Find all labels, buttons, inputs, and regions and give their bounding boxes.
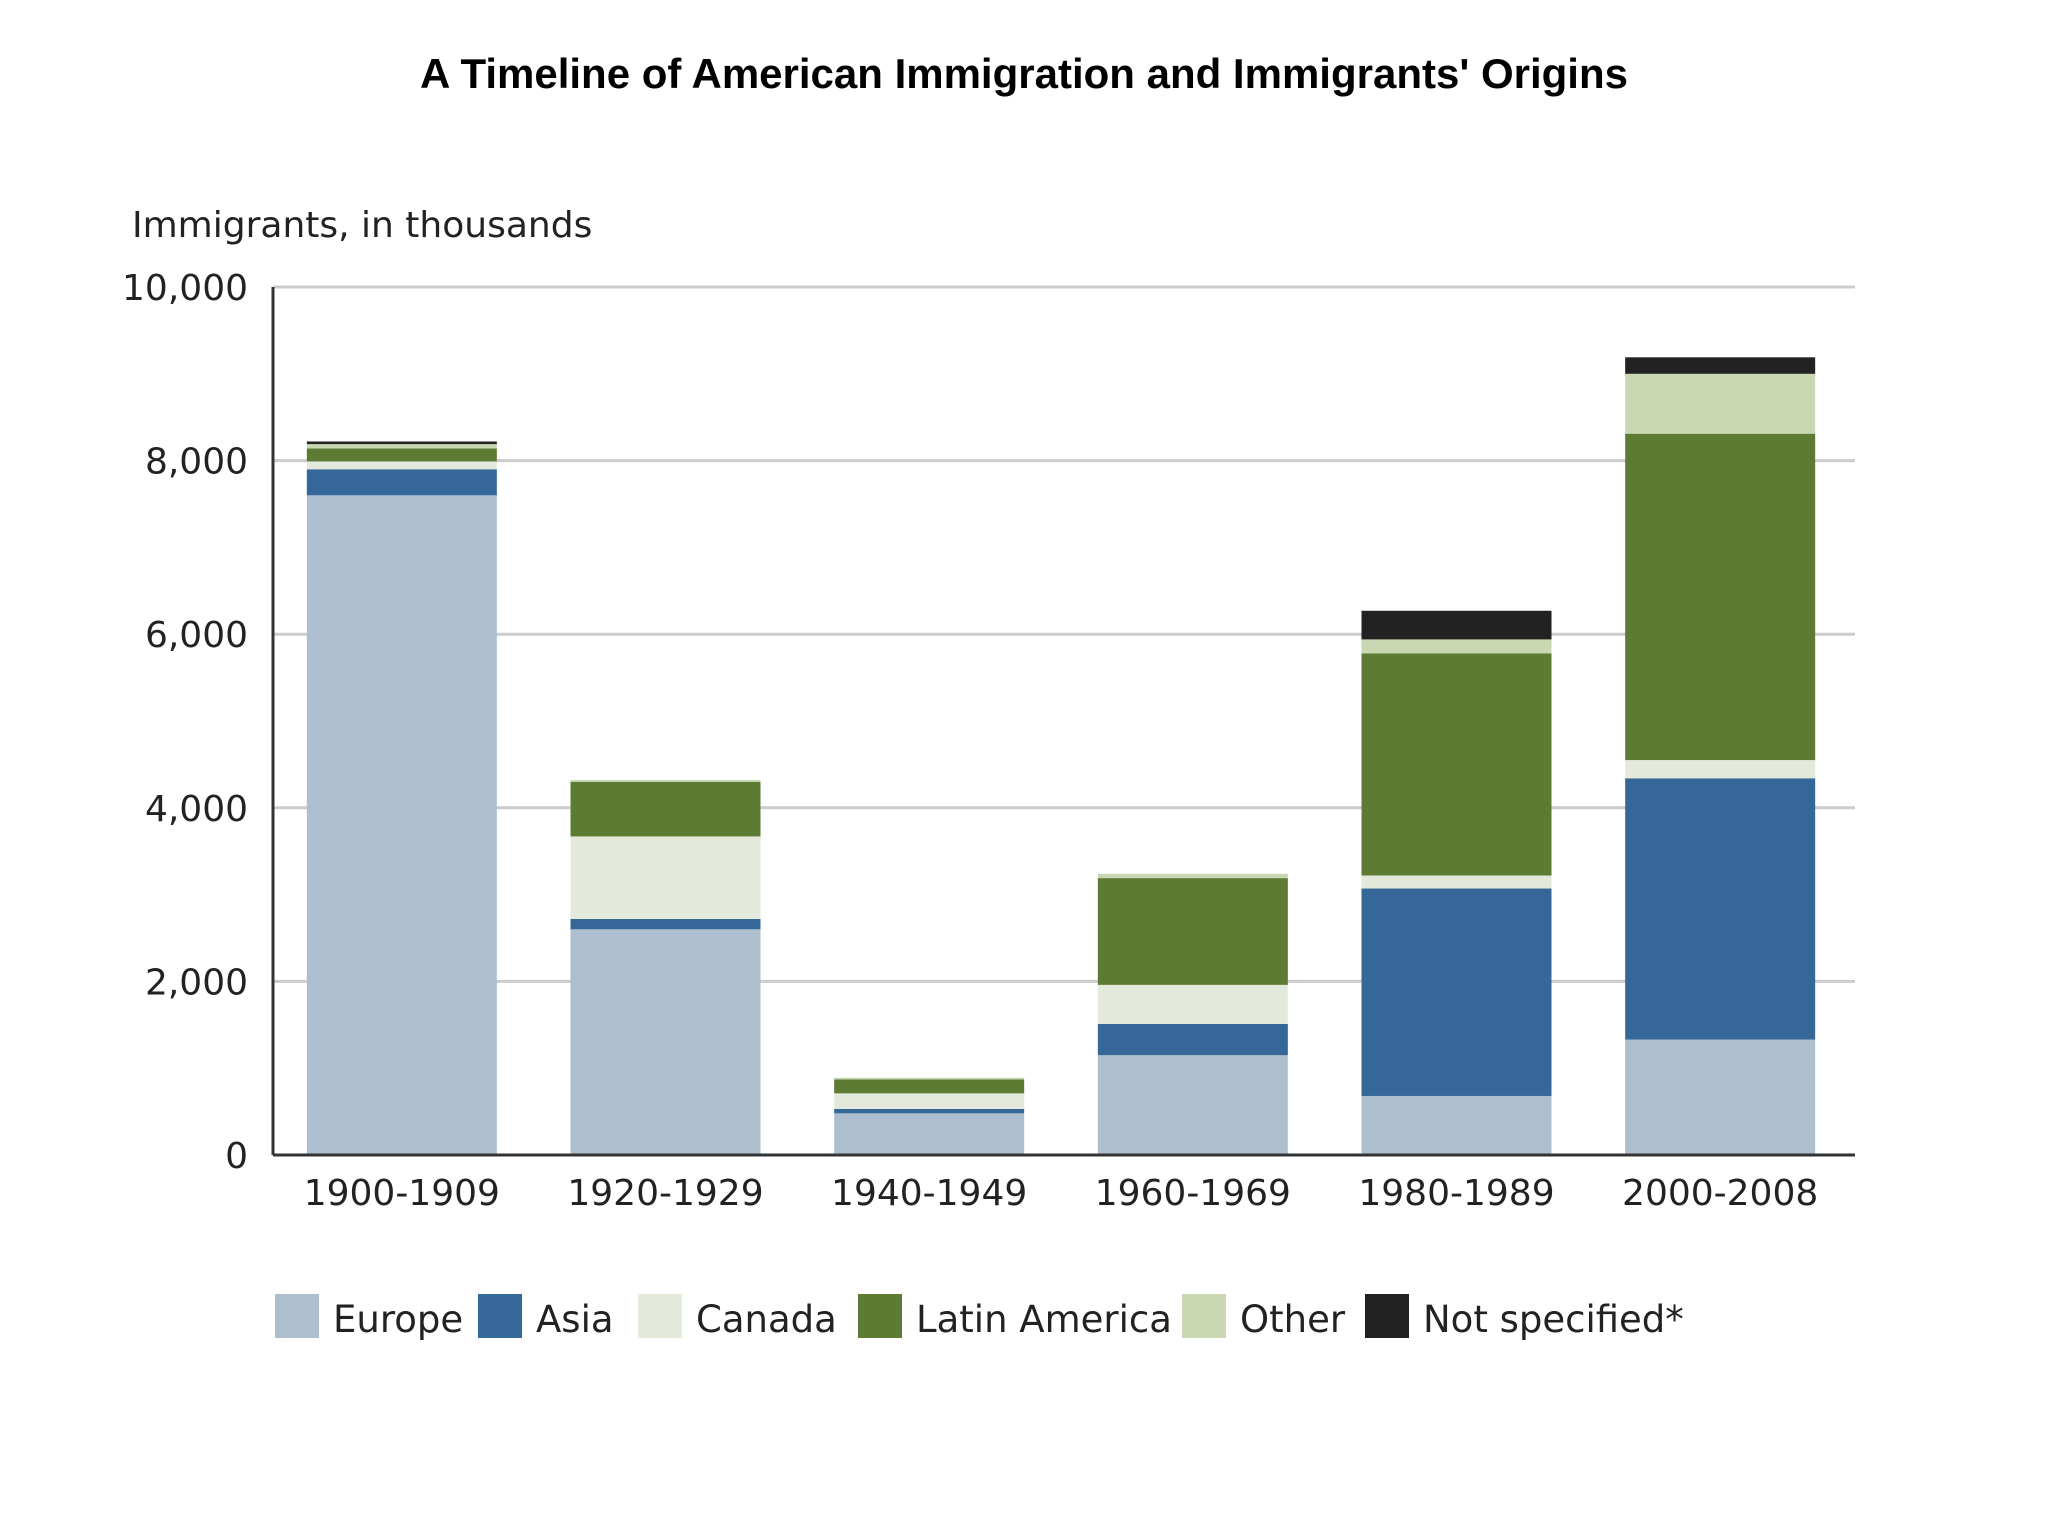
bars: [306, 357, 1816, 1155]
y-tick-label: 2,000: [145, 962, 248, 1003]
bar-segment: [306, 441, 497, 445]
legend-swatch: [478, 1294, 522, 1338]
legend-label: Canada: [696, 1298, 837, 1341]
x-tick-label: 1960-1969: [1095, 1173, 1291, 1214]
bar-segment: [570, 780, 761, 782]
legend-swatch: [638, 1294, 682, 1338]
bar-segment: [1361, 1095, 1552, 1155]
legend-label: Asia: [536, 1298, 614, 1341]
y-axis-title: Immigrants, in thousands: [132, 205, 592, 246]
y-tick-label: 6,000: [145, 615, 248, 656]
bar-segment: [1361, 875, 1552, 889]
bar-segment: [1361, 639, 1552, 654]
legend-label: Other: [1240, 1298, 1346, 1341]
bar-segment: [1361, 888, 1552, 1096]
legend-label: Latin America: [916, 1298, 1172, 1341]
legend-swatch: [858, 1294, 902, 1338]
bar-segment: [1097, 878, 1288, 985]
y-tick-labels: 0 2,000 4,000 6,000 8,000 10,000: [122, 268, 248, 1177]
x-tick-labels: 1900-1909 1920-1929 1940-1949 1960-1969 1980…: [304, 1173, 1819, 1214]
x-tick-label: 1900-1909: [304, 1173, 500, 1214]
y-tick-label: 8,000: [145, 442, 248, 483]
bar-segment: [1625, 760, 1816, 779]
bar-segment: [306, 444, 497, 449]
legend-swatch: [1182, 1294, 1226, 1338]
bar-segment: [834, 1093, 1025, 1109]
bar-segment: [306, 461, 497, 470]
axes: [271, 287, 1855, 1157]
legend-swatch: [1365, 1294, 1409, 1338]
bar-segment: [1097, 873, 1288, 879]
bar-segment: [570, 929, 761, 1155]
bar-segment: [1625, 357, 1816, 374]
bar-segment: [570, 918, 761, 930]
x-tick-label: 1940-1949: [831, 1173, 1027, 1214]
bar-segment: [834, 1079, 1025, 1094]
gridlines: [273, 285, 1855, 983]
legend-swatch: [275, 1294, 319, 1338]
bar-segment: [1625, 1039, 1816, 1155]
bar-segment: [570, 781, 761, 837]
bar-segment: [834, 1113, 1025, 1155]
bar-segment: [1625, 373, 1816, 434]
bar-segment: [834, 1077, 1025, 1080]
bar-segment: [1097, 984, 1288, 1024]
bar-segment: [834, 1108, 1025, 1114]
chart-title: A Timeline of American Immigration and I…: [420, 50, 1628, 97]
bar-segment: [1097, 1023, 1288, 1056]
bar-segment: [306, 448, 497, 462]
legend-label: Europe: [333, 1298, 463, 1341]
bar-segment: [1625, 433, 1816, 761]
x-tick-label: 2000-2008: [1622, 1173, 1818, 1214]
bar-segment: [570, 836, 761, 919]
bar-segment: [1625, 778, 1816, 1040]
y-tick-label: 4,000: [145, 789, 248, 830]
legend: Europe Asia Canada Latin America Other Not sp…: [275, 1294, 1684, 1341]
bar-segment: [306, 469, 497, 496]
y-tick-label: 0: [225, 1136, 248, 1177]
x-tick-label: 1980-1989: [1358, 1173, 1554, 1214]
bar-segment: [1361, 610, 1552, 640]
legend-label: Not specified*: [1423, 1298, 1684, 1341]
bar-segment: [1361, 653, 1552, 876]
bar-segment: [306, 495, 497, 1155]
y-tick-label: 10,000: [122, 268, 248, 309]
x-tick-label: 1920-1929: [567, 1173, 763, 1214]
bar-segment: [1097, 1055, 1288, 1155]
